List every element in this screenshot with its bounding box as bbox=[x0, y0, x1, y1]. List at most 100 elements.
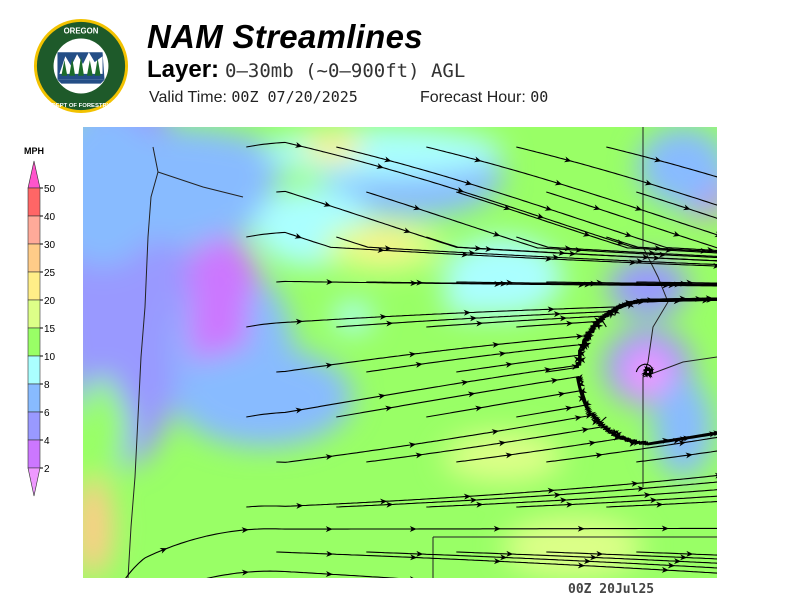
streamline bbox=[600, 297, 717, 328]
streamline-arrow bbox=[566, 501, 574, 508]
streamline-arrow bbox=[644, 179, 653, 186]
colorbar-tick-label: 2 bbox=[44, 464, 50, 475]
wind-speed-shading bbox=[83, 127, 717, 577]
streamline-arrow bbox=[415, 452, 423, 459]
streamline-arrow bbox=[577, 525, 585, 532]
streamline-arrow bbox=[461, 379, 469, 386]
colorbar-tick-label: 15 bbox=[44, 324, 56, 335]
streamline-arrow bbox=[378, 393, 386, 400]
streamline-arrow bbox=[591, 419, 599, 426]
streamline bbox=[636, 450, 717, 463]
streamline-arrow bbox=[294, 232, 303, 239]
valid-time-label: Valid Time: bbox=[149, 89, 227, 106]
colorbar-tick-label: 50 bbox=[44, 184, 56, 195]
streamline-arrow bbox=[680, 554, 688, 561]
streamline-arrow bbox=[642, 364, 651, 372]
streamline-arrow bbox=[583, 558, 592, 565]
streamline-arrow bbox=[469, 315, 477, 322]
streamline-arrow bbox=[552, 254, 560, 261]
streamline-arrow bbox=[641, 369, 648, 378]
streamline-arrow bbox=[578, 357, 586, 364]
streamline-arrow bbox=[379, 313, 387, 320]
streamline-arrow bbox=[616, 239, 624, 246]
streamline-arrow bbox=[648, 249, 656, 256]
streamline-arrow bbox=[631, 480, 639, 487]
streamline-arrow bbox=[492, 230, 501, 237]
colorbar-legend: MPH 50 40 30 25 20 15 10 8 6 4 2 bbox=[24, 146, 56, 497]
streamline bbox=[606, 236, 717, 253]
streamline-arrow bbox=[637, 485, 645, 492]
streamline-arrow bbox=[241, 569, 249, 576]
streamline-arrow bbox=[653, 156, 662, 163]
streamline bbox=[246, 231, 717, 267]
streamline-arrow bbox=[467, 391, 476, 398]
streamline bbox=[206, 570, 401, 578]
streamline-arrow bbox=[408, 351, 417, 358]
streamline-arrow bbox=[473, 156, 482, 163]
streamline-arrow bbox=[571, 364, 579, 370]
colorbar-segment bbox=[27, 215, 41, 245]
streamline-arrow bbox=[557, 391, 566, 398]
streamline-arrow bbox=[294, 142, 303, 148]
streamline-arrow bbox=[159, 548, 168, 554]
streamline bbox=[426, 236, 717, 262]
streamline-arrow bbox=[498, 440, 506, 447]
streamline-arrow bbox=[554, 179, 563, 186]
streamline-arrow bbox=[656, 501, 664, 508]
streamline-arrow bbox=[386, 320, 394, 327]
streamline-arrow bbox=[645, 372, 654, 379]
streamline-arrow bbox=[386, 501, 394, 508]
streamline-arrow bbox=[628, 440, 637, 447]
streamline-arrow bbox=[577, 562, 585, 569]
streamline-arrow bbox=[686, 279, 694, 286]
streamline-arrow bbox=[673, 558, 682, 565]
colorbar-segment bbox=[27, 439, 41, 469]
wind-speed-region bbox=[653, 377, 713, 477]
streamline bbox=[336, 481, 717, 508]
streamline bbox=[516, 236, 717, 257]
streamline-arrow bbox=[505, 452, 513, 459]
streamline-arrow bbox=[536, 212, 545, 219]
streamline bbox=[426, 489, 717, 508]
streamline-arrow bbox=[326, 279, 334, 286]
streamline-arrow bbox=[463, 309, 471, 316]
streamline-arrow bbox=[616, 429, 622, 438]
streamline-arrow bbox=[667, 562, 675, 569]
colorbar-tick-label: 4 bbox=[44, 436, 50, 447]
streamline-arrow bbox=[380, 498, 388, 505]
streamline-arrow bbox=[506, 279, 514, 286]
streamline-arrow bbox=[596, 279, 604, 286]
streamline-arrow bbox=[661, 525, 669, 532]
streamline-arrow bbox=[636, 258, 644, 265]
streamline-arrow bbox=[325, 570, 333, 577]
streamline-arrow bbox=[377, 247, 385, 254]
streamline-arrow bbox=[575, 333, 584, 340]
colorbar-segment bbox=[27, 271, 41, 301]
streamline bbox=[546, 191, 717, 249]
streamline-arrow bbox=[661, 566, 669, 573]
colorbar-segment bbox=[27, 243, 41, 273]
streamline-arrow bbox=[650, 497, 658, 504]
streamline-arrow bbox=[642, 254, 650, 261]
wind-speed-region bbox=[333, 302, 373, 332]
colorbar-tick-label: 20 bbox=[44, 296, 56, 307]
streamline-arrow bbox=[683, 204, 691, 211]
streamline-arrow bbox=[714, 472, 717, 479]
streamline bbox=[456, 191, 717, 254]
streamline bbox=[336, 236, 717, 266]
streamline-arrow bbox=[544, 367, 552, 374]
streamline bbox=[636, 281, 717, 284]
layer-value: 0–30mb (~0–900ft) AGL bbox=[225, 60, 466, 82]
streamline-arrow bbox=[553, 492, 561, 499]
streamline-arrow bbox=[325, 362, 333, 369]
streamline-arrow bbox=[413, 204, 421, 211]
streamline-arrow bbox=[596, 550, 604, 557]
streamline-arrow bbox=[564, 245, 572, 252]
streamline bbox=[606, 501, 717, 508]
colorbar-unit: MPH bbox=[24, 146, 44, 156]
streamline-arrow bbox=[468, 249, 476, 256]
streamline-arrow bbox=[577, 343, 586, 350]
streamline bbox=[546, 551, 717, 560]
timestamp-stamp: 00Z 20Jul25 bbox=[568, 582, 655, 597]
layer-info: Layer: 0–30mb (~0–900ft) AGL bbox=[147, 56, 465, 84]
